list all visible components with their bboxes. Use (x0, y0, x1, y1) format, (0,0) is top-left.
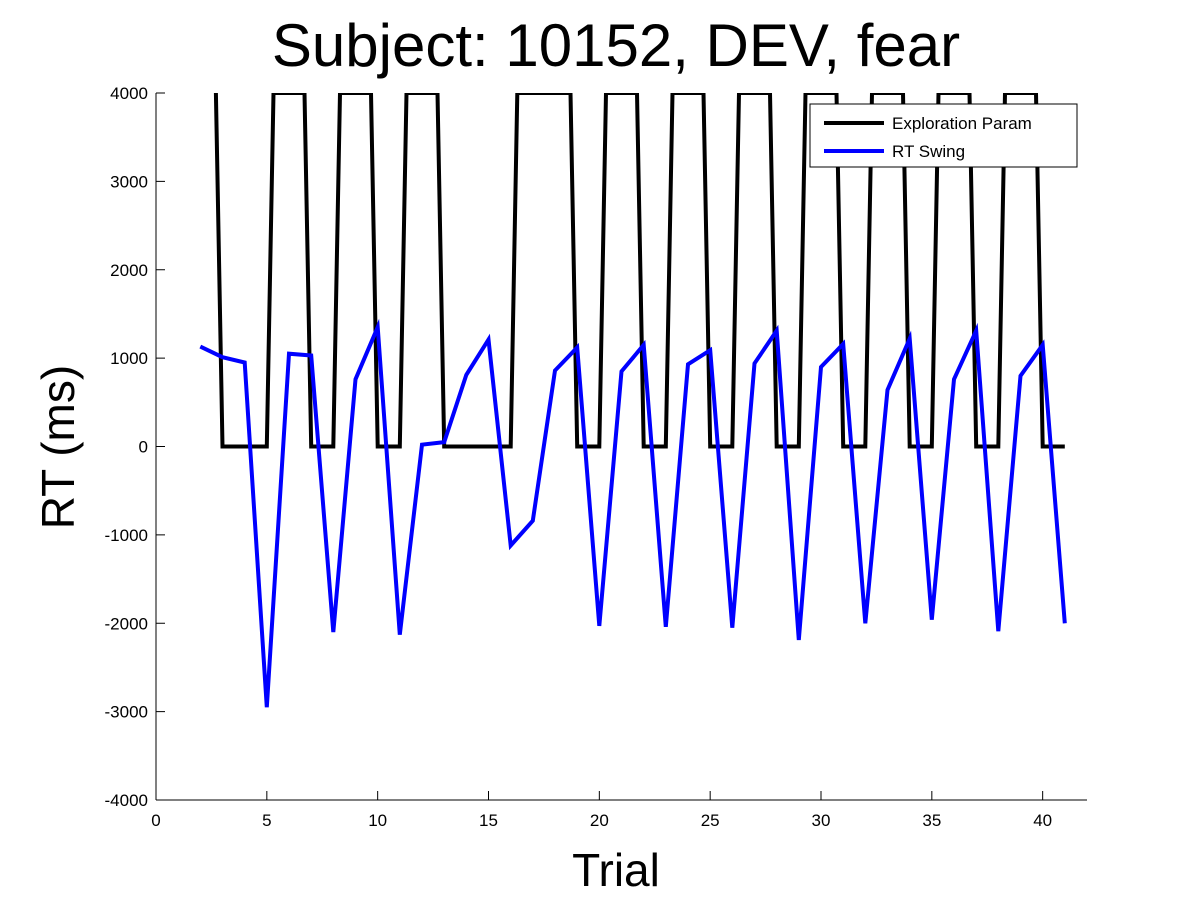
x-tick-label: 5 (262, 811, 271, 830)
x-tick-label: 30 (812, 811, 831, 830)
x-tick-label: 0 (151, 811, 160, 830)
x-tick-label: 25 (701, 811, 720, 830)
x-axis: 0 5 10 15 20 25 30 35 40 (151, 791, 1087, 830)
series-line-exploration-param (213, 93, 1065, 449)
y-axis-label: RT (ms) (32, 365, 84, 529)
y-axis: -4000 -3000 -2000 -1000 0 1000 2000 3000 4000 (105, 84, 165, 810)
y-tick-label: -1000 (105, 526, 148, 545)
legend-box (809, 103, 1078, 168)
x-tick-label: 10 (368, 811, 387, 830)
x-axis-label: Trial (572, 844, 660, 896)
legend-label: RT Swing (892, 142, 965, 161)
legend: Exploration Param RT Swing (809, 103, 1078, 168)
y-tick-label: -2000 (105, 614, 148, 633)
x-tick-label: 40 (1033, 811, 1052, 830)
y-tick-label: -4000 (105, 791, 148, 810)
y-tick-label: 1000 (110, 349, 148, 368)
y-tick-label: 3000 (110, 172, 148, 191)
legend-label: Exploration Param (892, 114, 1032, 133)
y-tick-label: -3000 (105, 703, 148, 722)
series-layer (199, 93, 1067, 708)
x-tick-label: 15 (479, 811, 498, 830)
x-tick-label: 35 (922, 811, 941, 830)
y-tick-label: 2000 (110, 261, 148, 280)
y-tick-label: 4000 (110, 84, 148, 103)
series-line-rt-swing (199, 318, 1067, 708)
y-tick-label: 0 (139, 438, 148, 457)
x-tick-label: 20 (590, 811, 609, 830)
chart-title: Subject: 10152, DEV, fear (272, 12, 960, 79)
